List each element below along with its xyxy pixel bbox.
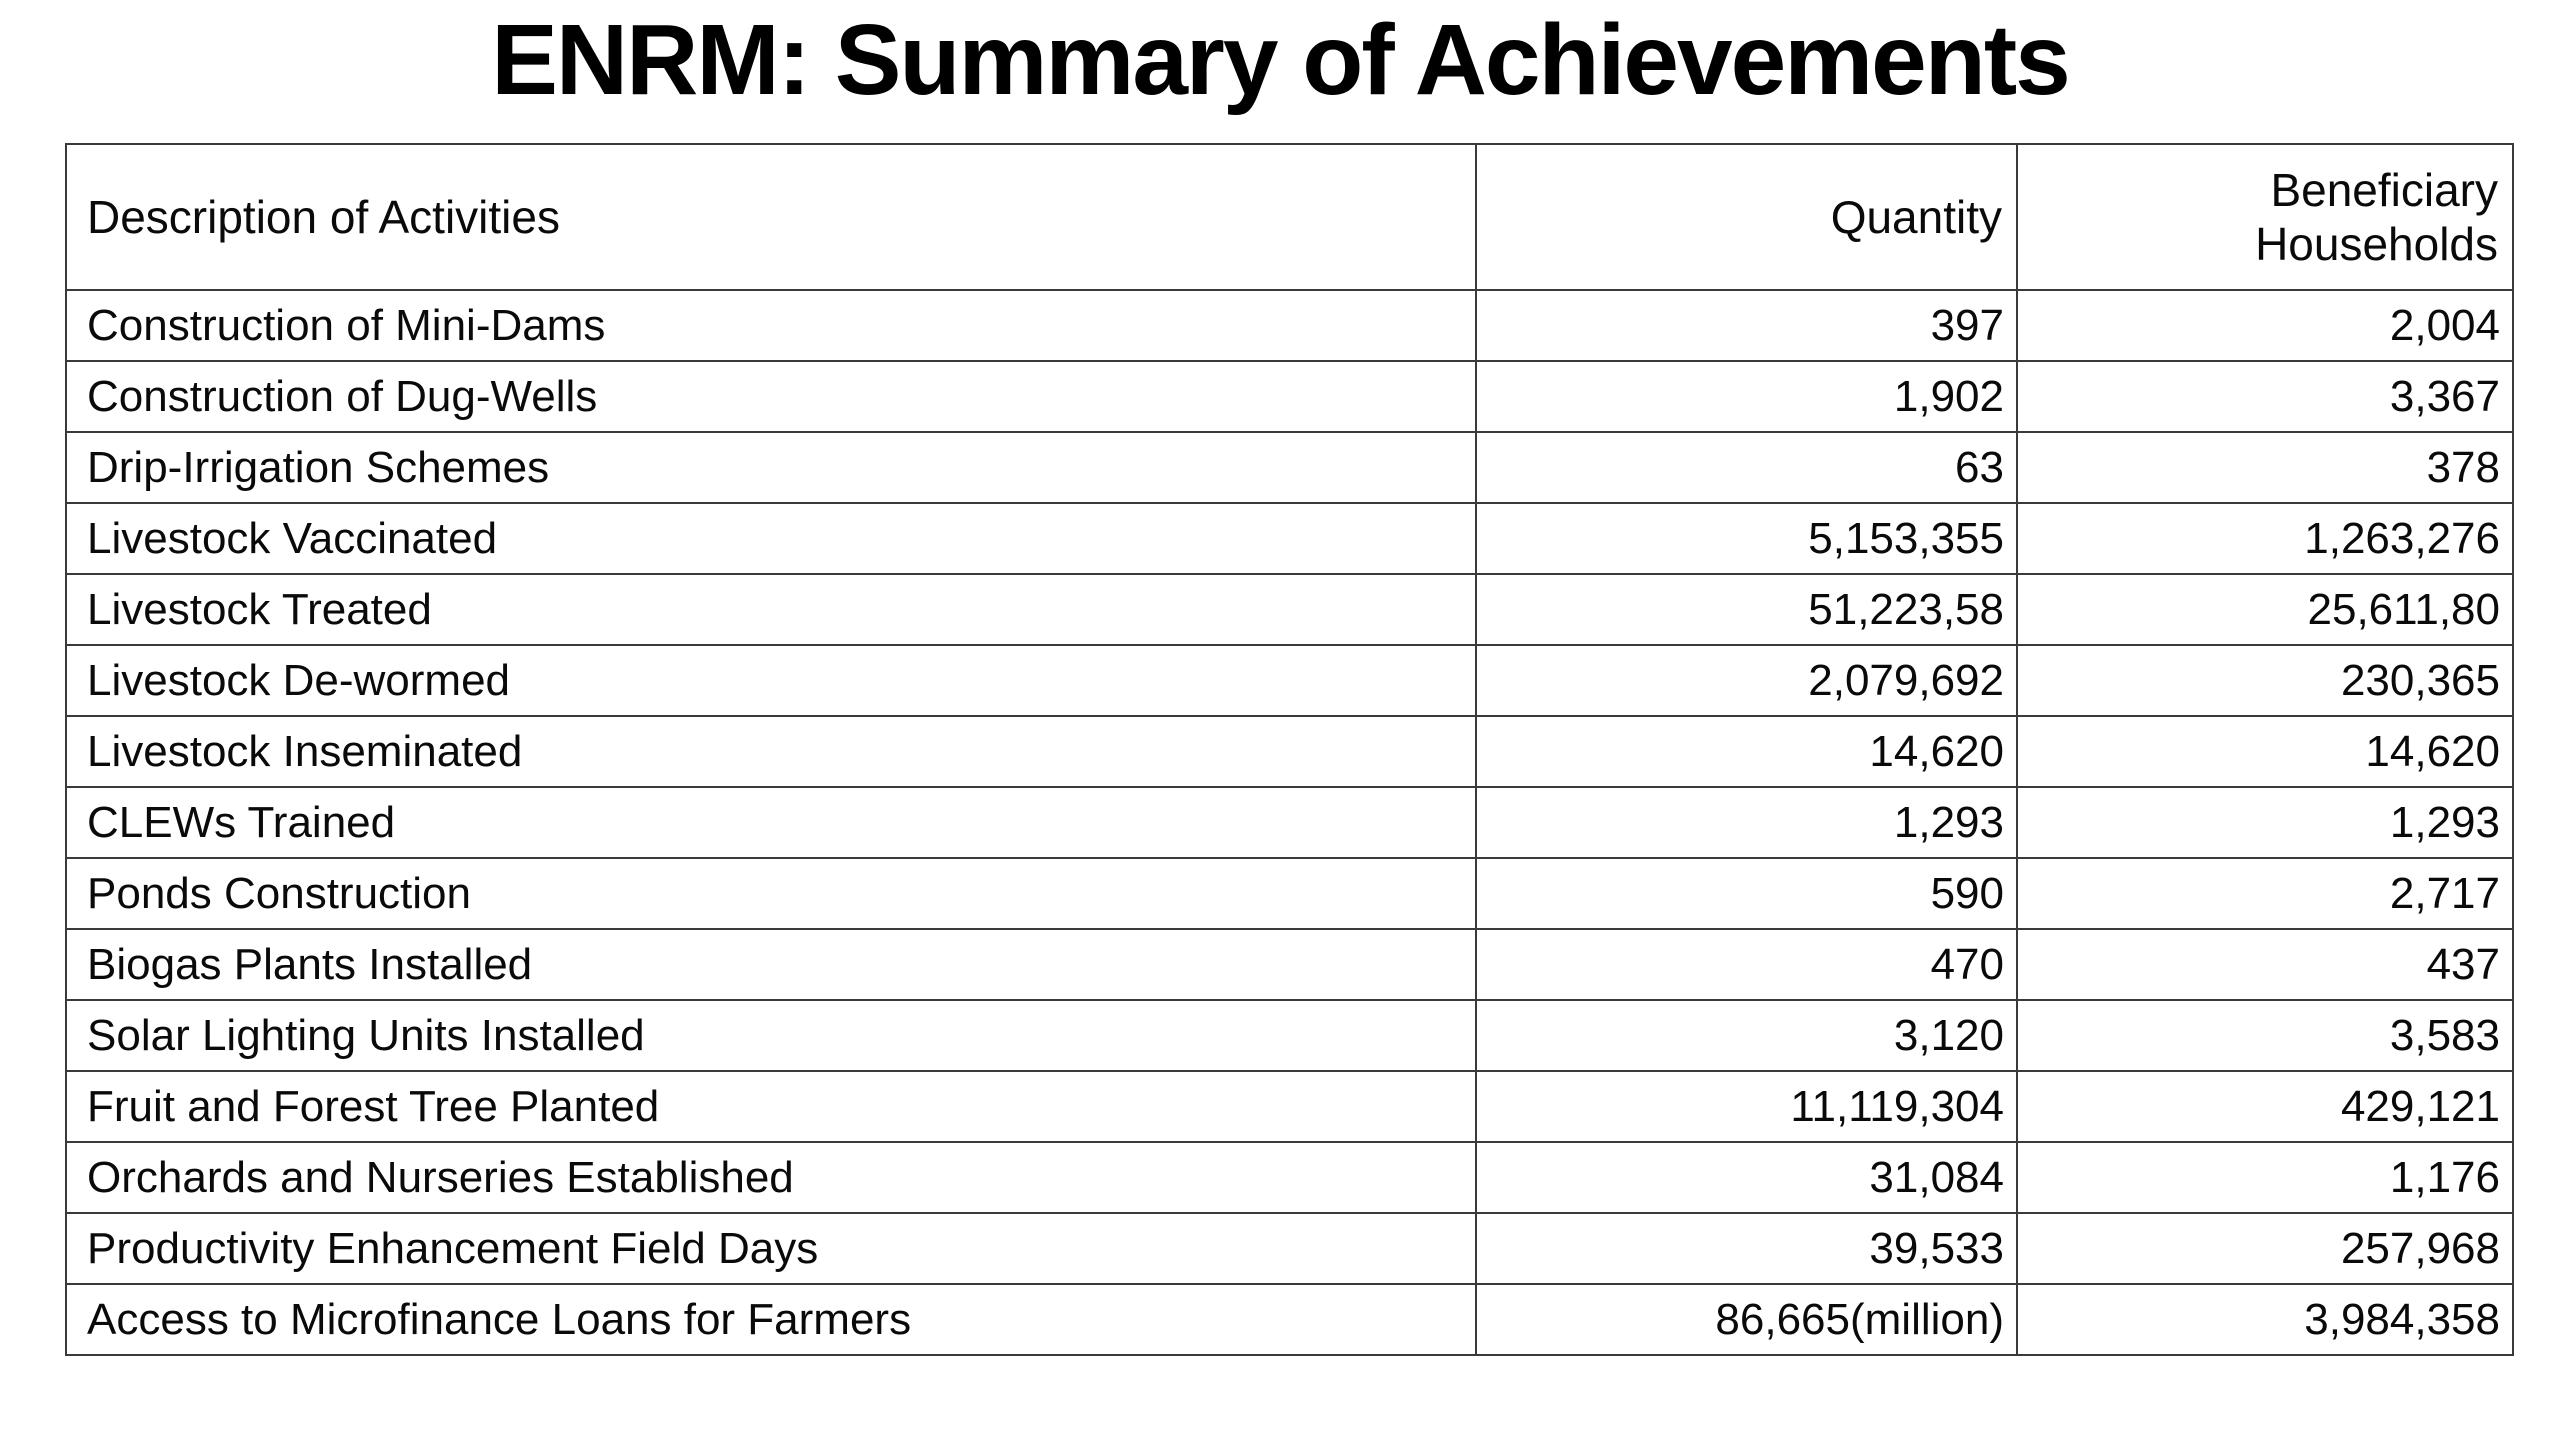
table-row: Construction of Dug-Wells 1,902 3,367 — [65, 360, 2514, 433]
table-row: Livestock Treated 51,223,58 25,611,80 — [65, 573, 2514, 646]
activity-cell: Fruit and Forest Tree Planted — [65, 1070, 1477, 1143]
activity-cell: Solar Lighting Units Installed — [65, 999, 1477, 1072]
table-row: Solar Lighting Units Installed 3,120 3,583 — [65, 999, 2514, 1072]
activity-cell: Productivity Enhancement Field Days — [65, 1212, 1477, 1285]
households-cell: 3,583 — [2016, 999, 2514, 1072]
column-header-quantity: Quantity — [1475, 143, 2018, 291]
households-cell: 2,004 — [2016, 289, 2514, 362]
table-row: Access to Microfinance Loans for Farmers… — [65, 1283, 2514, 1356]
activity-cell: Biogas Plants Installed — [65, 928, 1477, 1001]
households-cell: 1,263,276 — [2016, 502, 2514, 575]
table-row: Construction of Mini-Dams 397 2,004 — [65, 289, 2514, 362]
quantity-cell: 51,223,58 — [1475, 573, 2018, 646]
table-row: Livestock Inseminated 14,620 14,620 — [65, 715, 2514, 788]
households-cell: 3,984,358 — [2016, 1283, 2514, 1356]
quantity-cell: 2,079,692 — [1475, 644, 2018, 717]
table-row: Drip-Irrigation Schemes 63 378 — [65, 431, 2514, 504]
column-header-description: Description of Activities — [65, 143, 1477, 291]
quantity-cell: 5,153,355 — [1475, 502, 2018, 575]
quantity-cell: 86,665(million) — [1475, 1283, 2018, 1356]
quantity-cell: 14,620 — [1475, 715, 2018, 788]
table-row: Livestock Vaccinated 5,153,355 1,263,276 — [65, 502, 2514, 575]
households-cell: 3,367 — [2016, 360, 2514, 433]
table-row: Orchards and Nurseries Established 31,084… — [65, 1141, 2514, 1214]
households-cell: 429,121 — [2016, 1070, 2514, 1143]
column-header-beneficiary-households: Beneficiary Households — [2016, 143, 2514, 291]
header-row: Description of Activities Quantity Benef… — [65, 143, 2514, 291]
table-body: Construction of Mini-Dams 397 2,004 Constru… — [65, 289, 2514, 1356]
activity-cell: Livestock De-wormed — [65, 644, 1477, 717]
households-cell: 1,176 — [2016, 1141, 2514, 1214]
households-cell: 14,620 — [2016, 715, 2514, 788]
activity-cell: Access to Microfinance Loans for Farmers — [65, 1283, 1477, 1356]
activity-cell: CLEWs Trained — [65, 786, 1477, 859]
quantity-cell: 397 — [1475, 289, 2018, 362]
households-cell: 1,293 — [2016, 786, 2514, 859]
table-row: CLEWs Trained 1,293 1,293 — [65, 786, 2514, 859]
quantity-cell: 39,533 — [1475, 1212, 2018, 1285]
activity-cell: Livestock Treated — [65, 573, 1477, 646]
activity-cell: Construction of Mini-Dams — [65, 289, 1477, 362]
quantity-cell: 63 — [1475, 431, 2018, 504]
quantity-cell: 1,902 — [1475, 360, 2018, 433]
activity-cell: Construction of Dug-Wells — [65, 360, 1477, 433]
activity-cell: Drip-Irrigation Schemes — [65, 431, 1477, 504]
achievements-table: Description of Activities Quantity Benef… — [65, 143, 2514, 1356]
quantity-cell: 470 — [1475, 928, 2018, 1001]
table-row: Productivity Enhancement Field Days 39,53… — [65, 1212, 2514, 1285]
households-cell: 257,968 — [2016, 1212, 2514, 1285]
activity-cell: Orchards and Nurseries Established — [65, 1141, 1477, 1214]
quantity-cell: 31,084 — [1475, 1141, 2018, 1214]
quantity-cell: 11,119,304 — [1475, 1070, 2018, 1143]
households-cell: 2,717 — [2016, 857, 2514, 930]
table-row: Fruit and Forest Tree Planted 11,119,304 4… — [65, 1070, 2514, 1143]
table-row: Ponds Construction 590 2,717 — [65, 857, 2514, 930]
activity-cell: Livestock Inseminated — [65, 715, 1477, 788]
households-cell: 378 — [2016, 431, 2514, 504]
table-row: Biogas Plants Installed 470 437 — [65, 928, 2514, 1001]
households-cell: 230,365 — [2016, 644, 2514, 717]
quantity-cell: 3,120 — [1475, 999, 2018, 1072]
households-cell: 437 — [2016, 928, 2514, 1001]
activity-cell: Ponds Construction — [65, 857, 1477, 930]
activity-cell: Livestock Vaccinated — [65, 502, 1477, 575]
table-row: Livestock De-wormed 2,079,692 230,365 — [65, 644, 2514, 717]
quantity-cell: 1,293 — [1475, 786, 2018, 859]
quantity-cell: 590 — [1475, 857, 2018, 930]
table-header: Description of Activities Quantity Benef… — [65, 143, 2514, 291]
page-title: ENRM: Summary of Achievements — [491, 4, 2071, 116]
households-cell: 25,611,80 — [2016, 573, 2514, 646]
